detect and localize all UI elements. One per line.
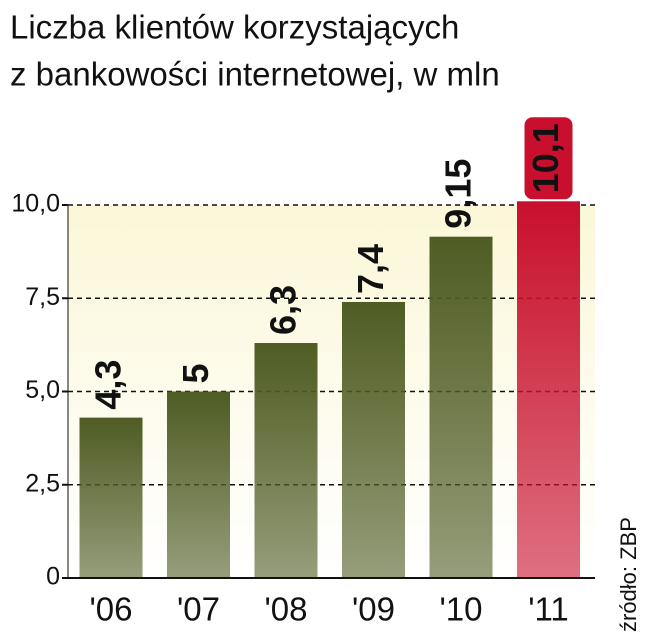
value-label: 10,1 xyxy=(525,123,566,193)
chart-title: Liczba klientów korzystających xyxy=(10,9,459,46)
x-tick-label: '06 xyxy=(89,591,132,628)
bar xyxy=(79,417,143,578)
x-tick-label: '11 xyxy=(528,591,569,628)
x-tick-label: '10 xyxy=(439,591,482,628)
bar xyxy=(517,201,580,578)
value-label-box xyxy=(524,117,573,200)
y-tick-label: 0 xyxy=(46,563,60,591)
y-tick-label: 7,5 xyxy=(25,283,60,311)
y-tick-label: 5,0 xyxy=(25,376,60,404)
x-tick-label: '07 xyxy=(177,591,220,628)
value-label: 9,15 xyxy=(438,159,479,229)
y-tick-label: 10,0 xyxy=(11,190,60,218)
source: źródło: ZBP xyxy=(616,517,641,632)
value-label: 4,3 xyxy=(88,360,129,410)
value-label: 6,3 xyxy=(263,285,304,335)
bar xyxy=(254,343,318,578)
bar xyxy=(167,391,230,578)
value-label: 5 xyxy=(175,363,216,383)
bar xyxy=(342,301,405,578)
y-tick-label: 2,5 xyxy=(25,469,60,497)
x-tick-label: '08 xyxy=(264,591,307,628)
bar xyxy=(429,236,493,578)
x-tick-label: '09 xyxy=(352,591,395,628)
chart-title: z bankowości internetowej, w mln xyxy=(10,56,500,93)
value-label: 7,4 xyxy=(350,244,391,294)
